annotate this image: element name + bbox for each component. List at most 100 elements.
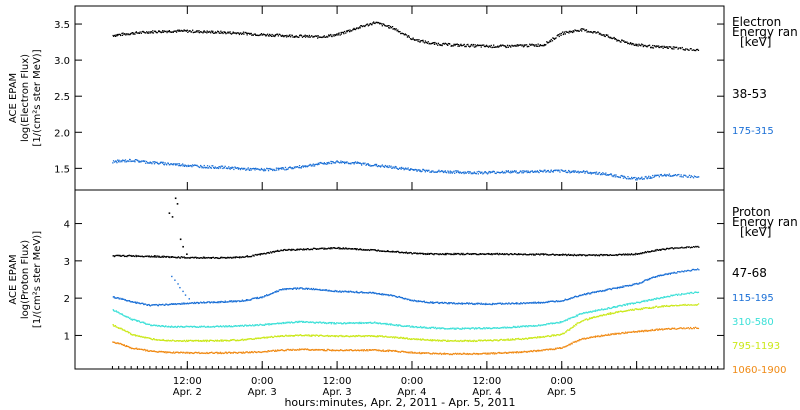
data-point bbox=[631, 178, 634, 180]
data-point bbox=[315, 35, 317, 37]
data-point bbox=[464, 171, 466, 173]
data-point bbox=[498, 172, 500, 174]
data-point bbox=[213, 167, 216, 169]
data-point bbox=[280, 289, 283, 291]
data-point bbox=[178, 257, 181, 259]
data-point bbox=[582, 312, 585, 314]
data-point bbox=[132, 32, 134, 34]
data-point bbox=[695, 269, 697, 271]
data-point bbox=[378, 249, 380, 252]
data-point bbox=[538, 171, 540, 174]
data-point bbox=[176, 326, 178, 329]
data-point bbox=[375, 21, 377, 24]
data-point bbox=[427, 253, 429, 255]
data-point bbox=[454, 43, 456, 46]
data-point bbox=[597, 316, 599, 318]
data-point bbox=[563, 332, 566, 334]
data-point bbox=[467, 353, 469, 356]
data-point bbox=[392, 294, 394, 297]
data-point bbox=[509, 45, 511, 47]
data-point bbox=[454, 303, 456, 305]
data-point bbox=[517, 337, 520, 340]
data-point bbox=[469, 303, 472, 305]
data-point bbox=[243, 33, 245, 35]
data-point bbox=[191, 340, 193, 342]
data-point bbox=[117, 159, 119, 161]
data-point bbox=[263, 337, 265, 339]
data-point bbox=[457, 302, 460, 304]
data-point bbox=[130, 347, 133, 350]
data-point bbox=[527, 302, 529, 304]
data-point bbox=[617, 254, 620, 256]
data-point bbox=[543, 43, 545, 46]
data-point bbox=[174, 325, 176, 328]
data-point bbox=[518, 44, 521, 46]
data-point bbox=[468, 45, 470, 47]
data-point bbox=[134, 302, 137, 304]
data-point bbox=[464, 339, 467, 341]
data-point bbox=[157, 256, 159, 258]
data-point bbox=[621, 39, 623, 41]
data-point bbox=[328, 289, 330, 291]
data-point bbox=[327, 322, 329, 324]
data-point bbox=[347, 322, 349, 324]
data-point bbox=[500, 327, 502, 329]
data-point bbox=[258, 169, 261, 171]
data-point bbox=[672, 272, 675, 274]
data-point bbox=[191, 326, 194, 328]
data-point bbox=[375, 336, 377, 338]
data-point bbox=[446, 328, 448, 330]
y-axis-title-line: log(Proton Flux) bbox=[20, 240, 31, 319]
data-point bbox=[489, 353, 491, 355]
data-point bbox=[569, 172, 571, 174]
data-point bbox=[171, 256, 173, 258]
data-point bbox=[220, 256, 222, 259]
data-point bbox=[423, 300, 425, 302]
data-point bbox=[638, 282, 641, 284]
data-point bbox=[255, 324, 258, 326]
data-point bbox=[262, 253, 264, 255]
data-point bbox=[191, 166, 193, 168]
data-point bbox=[206, 32, 208, 34]
data-point bbox=[347, 291, 349, 293]
data-point bbox=[355, 27, 357, 30]
data-point bbox=[184, 30, 186, 32]
data-point bbox=[178, 303, 180, 305]
data-point bbox=[465, 172, 467, 174]
data-point bbox=[520, 302, 522, 304]
data-point bbox=[317, 162, 319, 164]
data-point bbox=[535, 302, 538, 304]
data-point bbox=[313, 165, 316, 167]
data-point bbox=[268, 324, 270, 326]
data-point bbox=[574, 295, 576, 298]
data-point bbox=[170, 325, 173, 327]
data-point bbox=[514, 339, 516, 341]
data-point bbox=[265, 35, 267, 37]
data-point bbox=[557, 300, 560, 302]
data-point bbox=[217, 30, 219, 32]
data-point bbox=[384, 250, 386, 253]
data-point bbox=[202, 339, 205, 341]
data-point bbox=[115, 35, 117, 37]
data-point bbox=[144, 303, 146, 305]
data-point bbox=[565, 319, 567, 321]
data-point bbox=[634, 302, 636, 304]
data-point bbox=[170, 326, 172, 328]
data-point bbox=[635, 252, 637, 255]
data-point bbox=[213, 301, 215, 303]
data-point bbox=[292, 167, 294, 170]
data-point bbox=[382, 165, 384, 167]
data-point bbox=[534, 45, 536, 47]
data-point bbox=[170, 303, 172, 306]
data-point bbox=[683, 247, 685, 249]
data-point bbox=[219, 301, 221, 303]
data-point bbox=[476, 352, 478, 355]
data-point bbox=[488, 170, 490, 173]
data-point bbox=[135, 31, 137, 34]
data-point bbox=[571, 316, 573, 319]
data-point bbox=[354, 336, 356, 338]
data-point bbox=[563, 320, 565, 322]
data-point bbox=[212, 325, 215, 328]
data-point bbox=[353, 163, 355, 165]
